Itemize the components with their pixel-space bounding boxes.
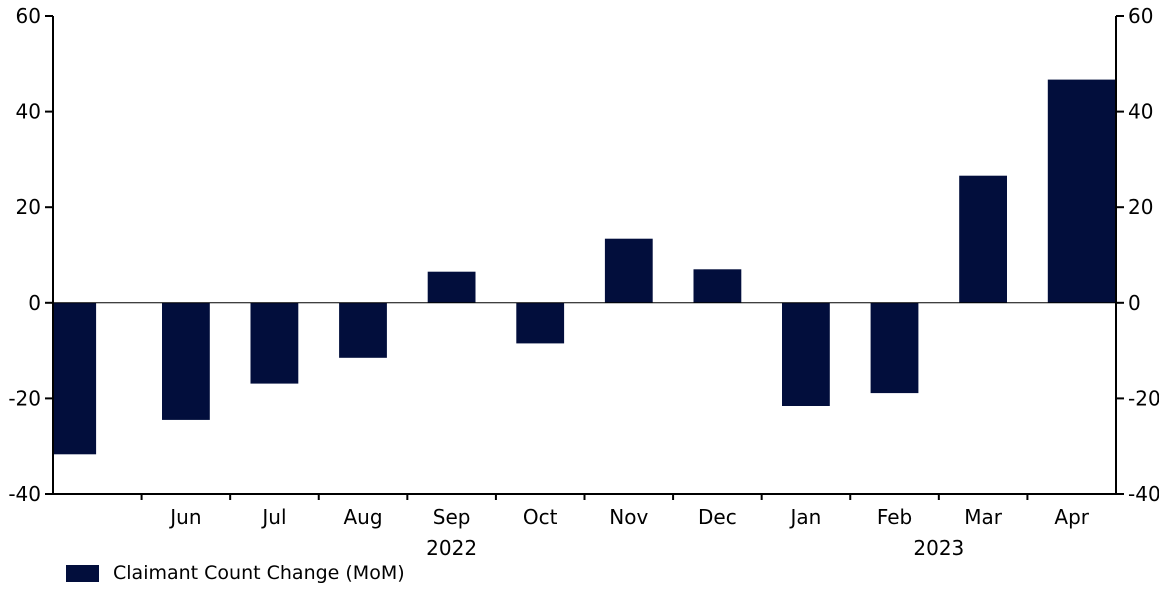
y-tick-label-right: 20 <box>1128 195 1153 219</box>
y-tick-label-left: 20 <box>16 195 41 219</box>
labels-layer: -40 -40 -20 -20 0 0 20 20 40 40 60 60 Jun Jul Aug Sep Oc… <box>8 4 1159 560</box>
bar-jun <box>162 302 210 420</box>
legend-swatch <box>66 564 99 582</box>
legend: Claimant Count Change (MoM) <box>66 562 405 584</box>
y-tick-label-left: 60 <box>16 4 41 28</box>
bar-nov <box>604 238 653 303</box>
y-tick-label-right: 0 <box>1128 291 1141 315</box>
x-tick-label-sep: Sep <box>433 505 471 529</box>
y-tick-label-right: -40 <box>1128 482 1159 506</box>
bar-jul <box>250 302 299 384</box>
x-tick-label-dec: Dec <box>698 505 737 529</box>
x-tick-label-nov: Nov <box>609 505 648 529</box>
x-tick-label-oct: Oct <box>523 505 558 529</box>
year-label-2023: 2023 <box>913 536 964 560</box>
bar-dec <box>693 269 742 303</box>
x-tick-label-mar: Mar <box>964 505 1003 529</box>
x-tick-label-apr: Apr <box>1054 505 1089 529</box>
y-tick-label-right: 60 <box>1128 4 1153 28</box>
y-tick-label-right: -20 <box>1128 386 1159 410</box>
y-tick-label-left: -20 <box>8 386 41 410</box>
bars-layer <box>53 79 1116 455</box>
x-tick-label-jun: Jun <box>168 505 201 529</box>
bar-aug <box>339 302 387 358</box>
x-tick-label-jan: Jan <box>789 505 822 529</box>
bar-may <box>53 302 97 455</box>
year-label-2022: 2022 <box>426 536 477 560</box>
y-tick-label-left: 0 <box>28 291 41 315</box>
x-tick-label-aug: Aug <box>344 505 383 529</box>
y-tick-label-left: -40 <box>8 482 41 506</box>
y-tick-label-left: 40 <box>16 100 41 124</box>
bar-jan <box>782 302 830 406</box>
bar-mar <box>959 175 1007 303</box>
bar-oct <box>516 302 565 344</box>
bar-apr <box>1047 79 1116 303</box>
bar-sep <box>427 271 476 303</box>
y-tick-label-right: 40 <box>1128 100 1153 124</box>
x-tick-label-jul: Jul <box>260 505 286 529</box>
x-tick-label-feb: Feb <box>877 505 912 529</box>
legend-label: Claimant Count Change (MoM) <box>113 562 405 584</box>
bar-feb <box>870 302 919 394</box>
axes-layer <box>45 15 1124 500</box>
